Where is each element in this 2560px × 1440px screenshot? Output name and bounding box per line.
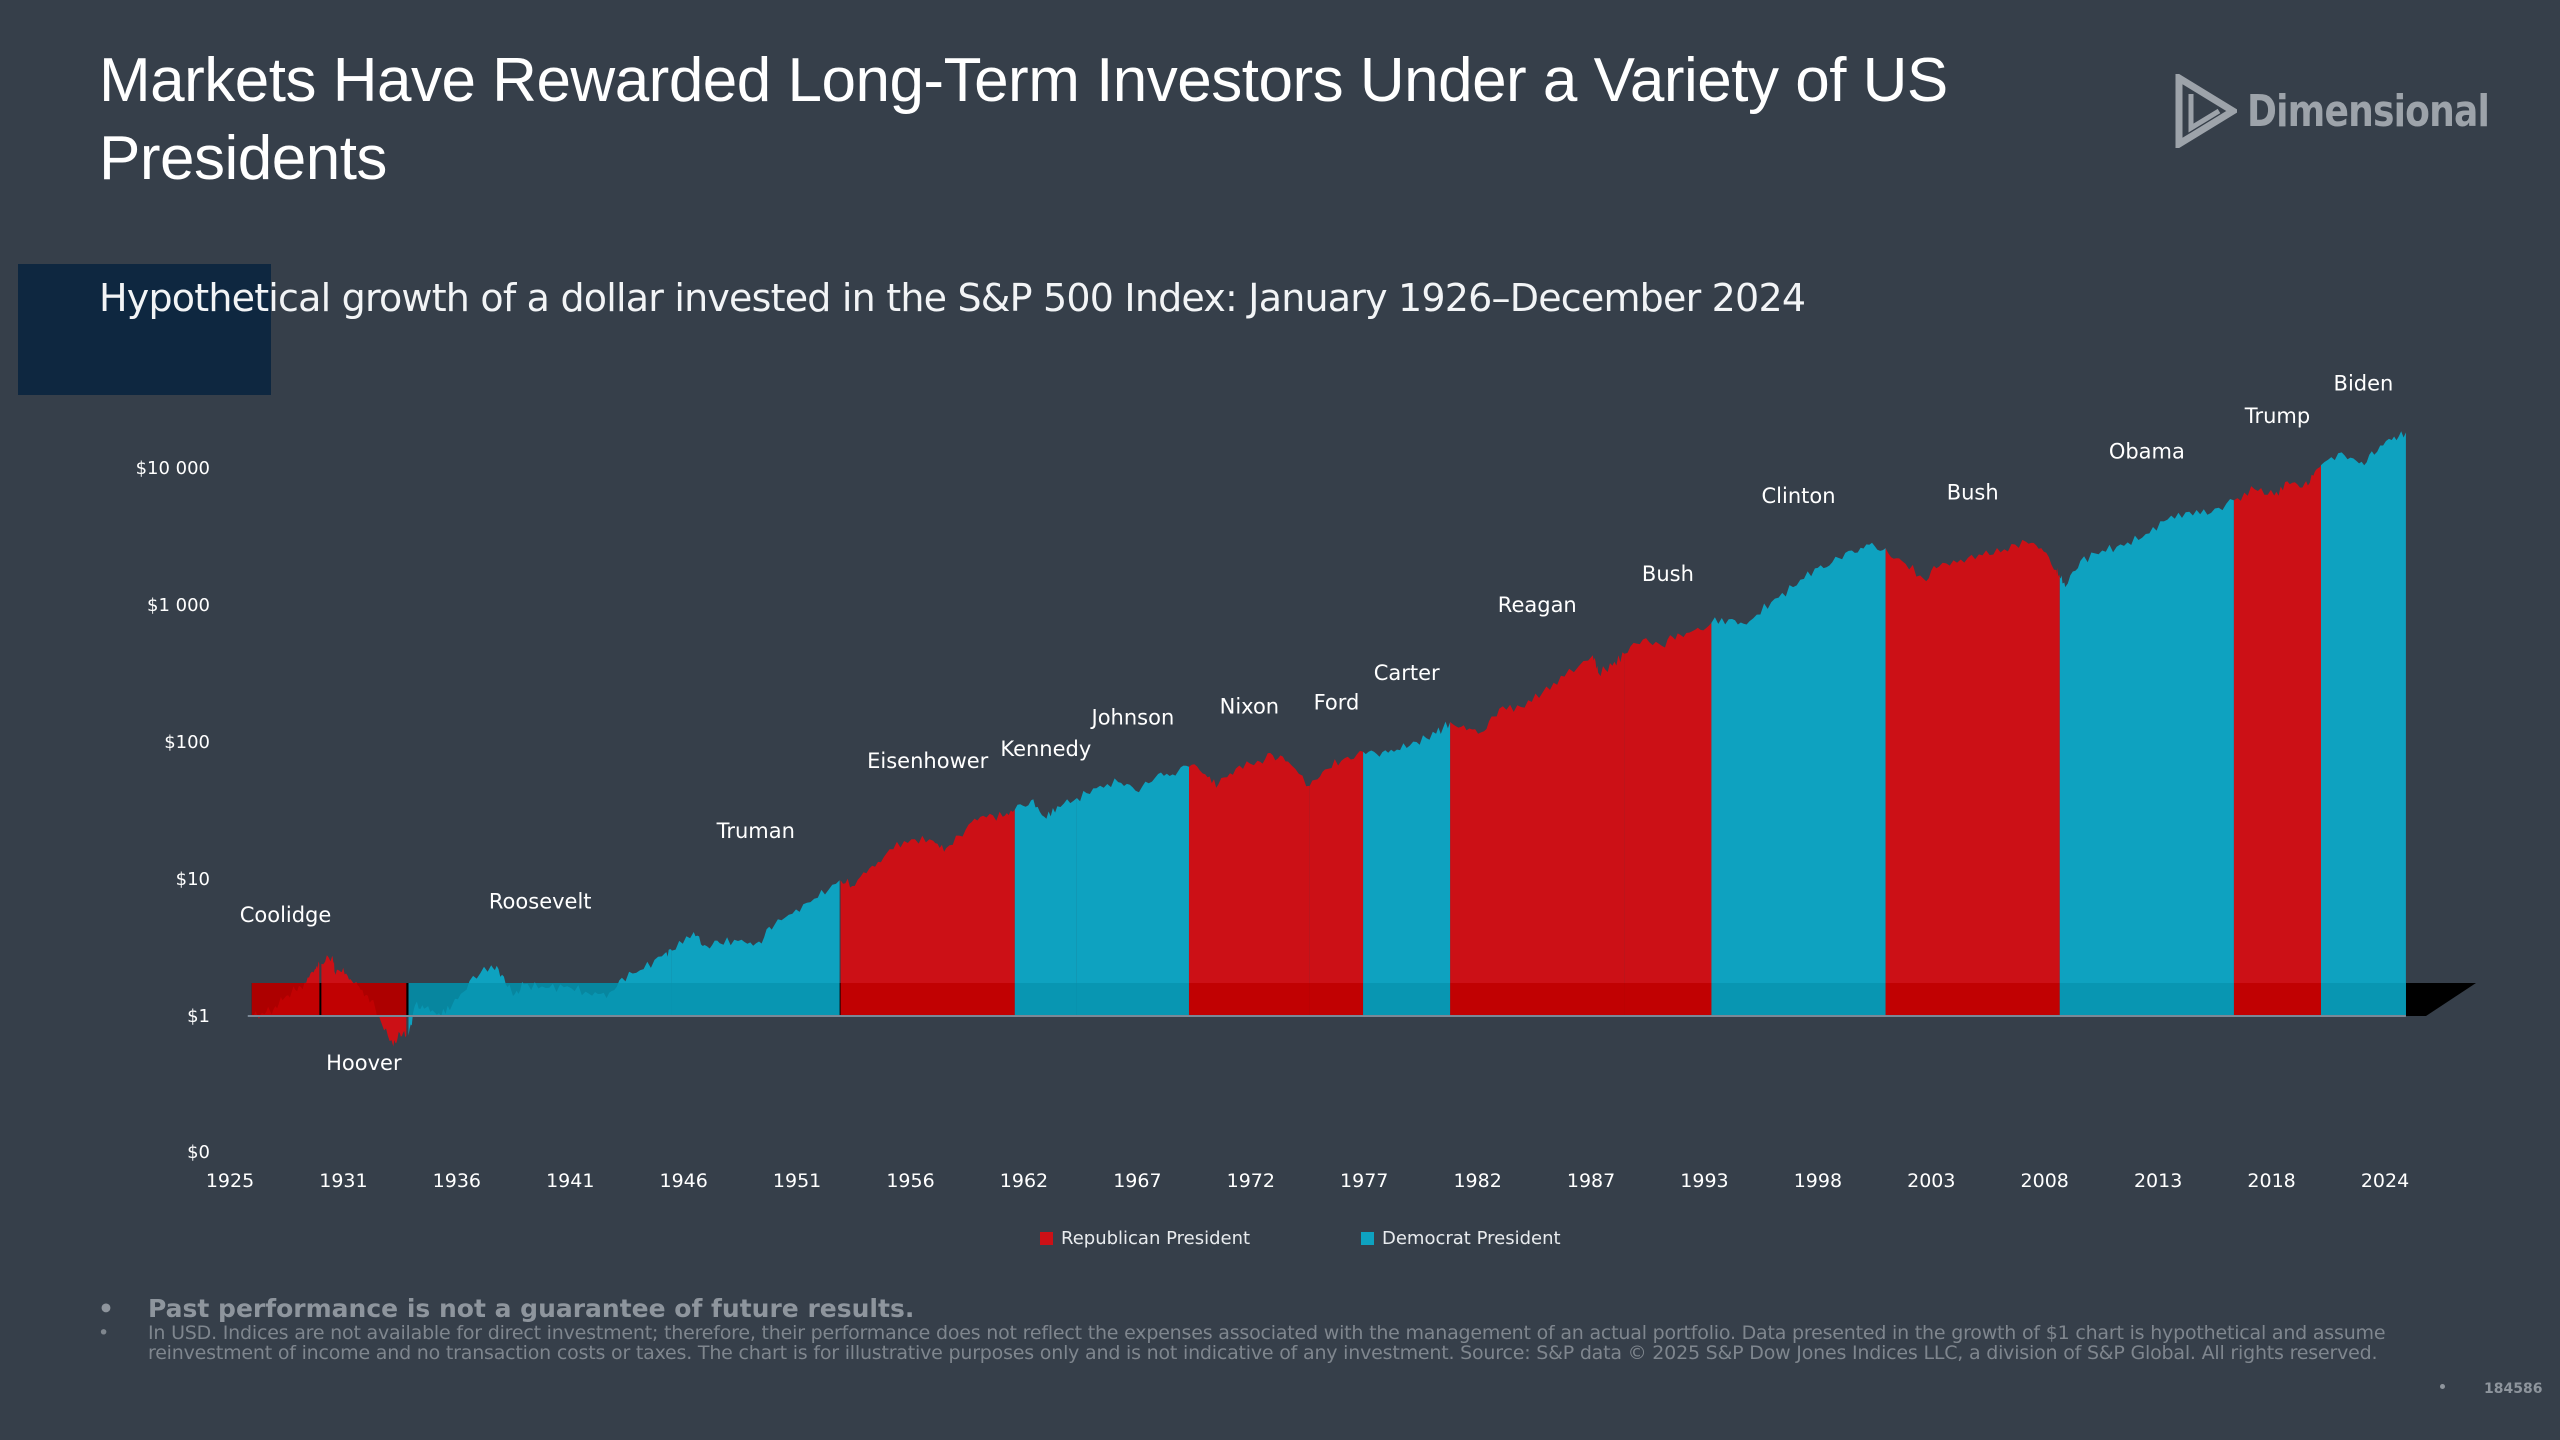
area-reagan-10 xyxy=(1450,652,1625,1016)
area-kennedy-5 xyxy=(1014,798,1077,1016)
president-label: Roosevelt xyxy=(489,890,592,914)
area-johnson-6 xyxy=(1076,765,1189,1016)
x-tick-label: 1936 xyxy=(433,1170,481,1192)
president-labels: Coolidge Hoover Roosevelt Truman Eisenhower K… xyxy=(240,371,2394,1075)
x-tick-label: 1962 xyxy=(1000,1170,1048,1192)
x-tick-label: 1956 xyxy=(886,1170,934,1192)
president-label: Obama xyxy=(2109,439,2185,463)
area-nixon-7 xyxy=(1188,752,1310,1016)
y-tick-label: $100 xyxy=(164,732,210,753)
band-trump-15 xyxy=(2233,983,2322,1016)
band-ford-8 xyxy=(1309,983,1364,1016)
x-tick-label: 1946 xyxy=(660,1170,708,1192)
y-tick-label: $0 xyxy=(187,1142,210,1163)
presidency-areas xyxy=(251,431,2406,1047)
president-label: Johnson xyxy=(1090,706,1175,730)
doc-dot xyxy=(2440,1384,2445,1389)
x-tick-label: 2003 xyxy=(1907,1170,1955,1192)
x-tick-label: 1993 xyxy=(1680,1170,1728,1192)
y-tick-label: $10 000 xyxy=(136,458,210,479)
x-tick-label: 2008 xyxy=(2021,1170,2069,1192)
x-tick-label: 1941 xyxy=(546,1170,594,1192)
x-tick-label: 1931 xyxy=(319,1170,367,1192)
disclosure-text: In USD. Indices are not available for di… xyxy=(148,1322,2386,1364)
president-label: Kennedy xyxy=(1000,737,1091,761)
band-coolidge-0 xyxy=(251,983,320,1016)
x-tick-label: 2013 xyxy=(2134,1170,2182,1192)
area-obama-14 xyxy=(2059,499,2234,1016)
president-label: Biden xyxy=(2334,371,2394,395)
disclosure-headline: Past performance is not a guarantee of f… xyxy=(148,1294,915,1323)
band-hoover-1 xyxy=(321,983,407,1016)
chart-subtitle: Hypothetical growth of a dollar invested… xyxy=(99,276,1806,320)
area-ford-8 xyxy=(1309,750,1364,1016)
x-tick-label: 1982 xyxy=(1453,1170,1501,1192)
president-label: Truman xyxy=(716,819,795,843)
band-bush-11 xyxy=(1624,983,1712,1016)
president-label: Bush xyxy=(1642,562,1694,586)
x-tick-label: 1951 xyxy=(773,1170,821,1192)
band-obama-14 xyxy=(2059,983,2234,1016)
dimensional-triangle-logo-icon xyxy=(2175,74,2237,148)
president-label: Eisenhower xyxy=(867,749,989,773)
democrat-swatch xyxy=(1361,1232,1374,1245)
president-label: Carter xyxy=(1374,661,1440,685)
area-eisenhower-4 xyxy=(840,809,1015,1016)
area-bush-13 xyxy=(1885,539,2060,1016)
president-label: Reagan xyxy=(1498,593,1577,617)
baseline-band xyxy=(247,983,2406,1017)
legend-item-democrat: Democrat President xyxy=(1361,1228,1561,1249)
band-eisenhower-4 xyxy=(840,983,1015,1016)
y-axis: $0 $1 $10 $100 $1 000 $10 000 xyxy=(136,458,210,1163)
y-tick-label: $1 000 xyxy=(147,595,210,616)
brand-logo: Dimensional xyxy=(2175,74,2542,148)
president-label: Nixon xyxy=(1220,694,1279,718)
legend-label-democrat: Democrat President xyxy=(1382,1228,1561,1249)
president-label: Hoover xyxy=(326,1051,402,1075)
band-biden-16 xyxy=(2321,983,2406,1016)
disclosures: • Past performance is not a guarantee of… xyxy=(98,1294,2418,1364)
bullet: • xyxy=(98,1322,110,1344)
band-carter-9 xyxy=(1363,983,1451,1016)
legend-label-republican: Republican President xyxy=(1061,1228,1251,1249)
x-tick-label: 1987 xyxy=(1567,1170,1615,1192)
area-bush-11 xyxy=(1624,622,1712,1016)
x-tick-label: 1972 xyxy=(1227,1170,1275,1192)
president-label: Coolidge xyxy=(240,903,332,927)
x-tick-label: 1925 xyxy=(206,1170,254,1192)
document-id: 184586 xyxy=(2484,1381,2543,1397)
band-roosevelt-2 xyxy=(408,983,672,1016)
x-tick-label: 1998 xyxy=(1794,1170,1842,1192)
page-title: Markets Have Rewarded Long-Term Investor… xyxy=(99,46,1948,193)
area-truman-3 xyxy=(671,880,840,1016)
x-tick-label: 2024 xyxy=(2361,1170,2409,1192)
x-tick-label: 1967 xyxy=(1113,1170,1161,1192)
band-nixon-7 xyxy=(1188,983,1310,1016)
band-reagan-10 xyxy=(1450,983,1625,1016)
legend-item-republican: Republican President xyxy=(1040,1228,1250,1249)
band-kennedy-5 xyxy=(1014,983,1077,1016)
republican-swatch xyxy=(1040,1232,1053,1245)
president-label: Ford xyxy=(1314,691,1360,715)
band-bush-13 xyxy=(1885,983,2060,1016)
president-label: Bush xyxy=(1947,481,1999,505)
area-clinton-12 xyxy=(1711,542,1886,1016)
x-tick-label: 2018 xyxy=(2247,1170,2295,1192)
bullet: • xyxy=(98,1294,114,1323)
x-axis: 1925 1931 1936 1941 1946 1951 1956 1962 1967 1972… xyxy=(206,1170,2409,1192)
president-label: Trump xyxy=(2244,404,2310,428)
president-label: Clinton xyxy=(1762,484,1836,508)
area-trump-15 xyxy=(2233,465,2322,1017)
y-tick-label: $1 xyxy=(187,1006,210,1027)
area-biden-16 xyxy=(2321,431,2406,1016)
band-johnson-6 xyxy=(1076,983,1189,1016)
band-clinton-12 xyxy=(1711,983,1886,1016)
x-tick-label: 1977 xyxy=(1340,1170,1388,1192)
band-truman-3 xyxy=(671,983,840,1016)
logo-text: Dimensional xyxy=(2247,85,2490,137)
area-carter-9 xyxy=(1363,721,1451,1016)
accent-box xyxy=(18,264,271,395)
y-tick-label: $10 xyxy=(176,869,210,890)
